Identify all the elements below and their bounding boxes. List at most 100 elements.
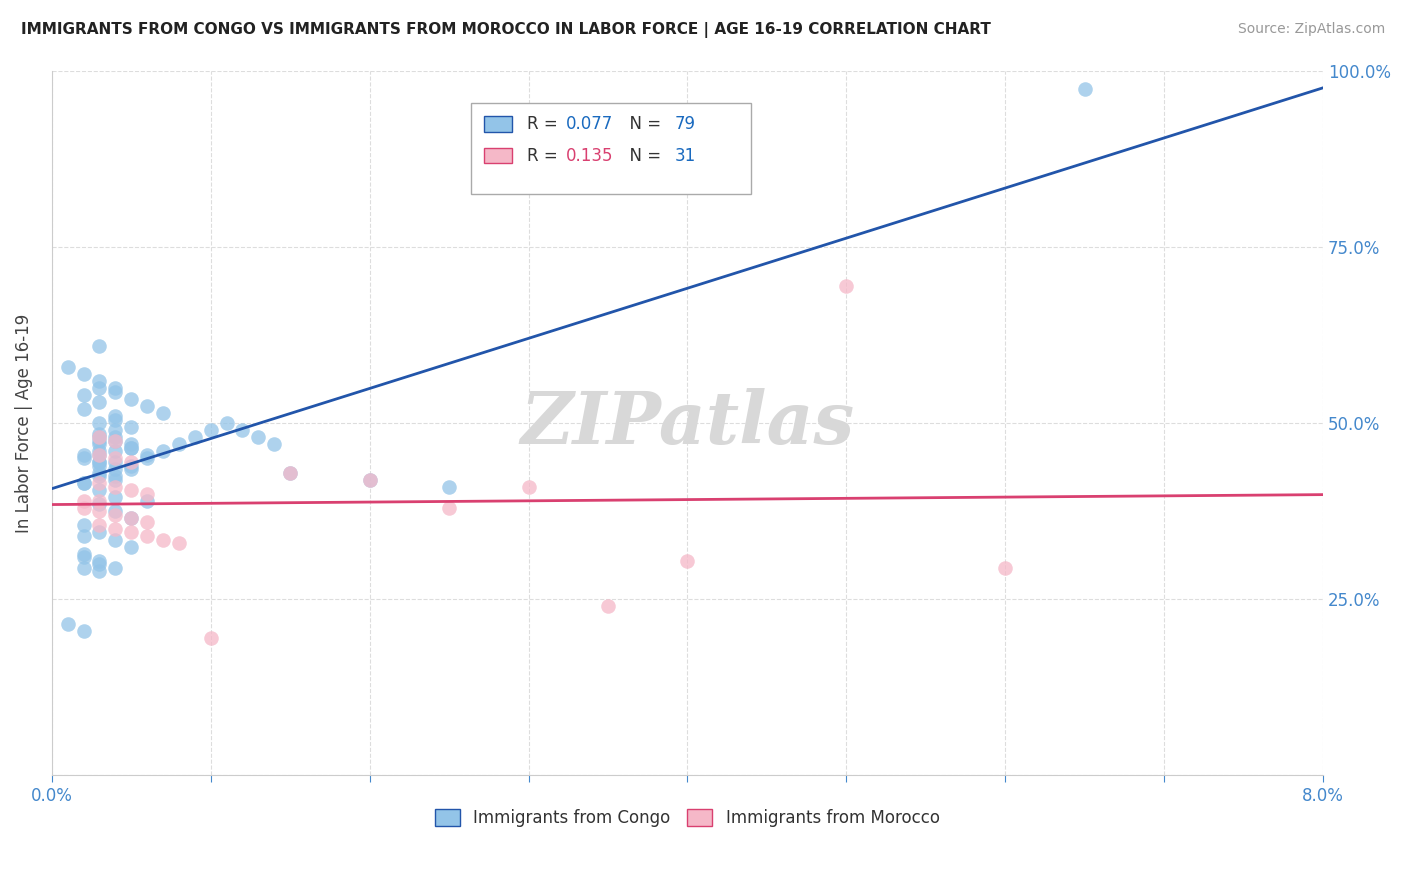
Point [136, 529, 159, 543]
Point [104, 508, 127, 522]
Point [72, 529, 94, 543]
Point [278, 466, 301, 480]
Text: N =: N = [619, 115, 666, 133]
Point [184, 430, 207, 444]
Point [247, 430, 270, 444]
Bar [484, 116, 512, 132]
Point [167, 437, 190, 451]
Point [104, 522, 127, 536]
Point [89, 430, 111, 444]
Point [136, 486, 159, 500]
Point [72, 547, 94, 561]
Point [89, 448, 111, 462]
Point [89, 466, 111, 480]
Point [104, 462, 127, 476]
Point [89, 444, 111, 458]
Point [89, 455, 111, 469]
Point [1074, 81, 1097, 95]
Text: IMMIGRANTS FROM CONGO VS IMMIGRANTS FROM MOROCCO IN LABOR FORCE | AGE 16-19 CORR: IMMIGRANTS FROM CONGO VS IMMIGRANTS FROM… [21, 22, 991, 38]
Point [120, 455, 142, 469]
FancyBboxPatch shape [471, 103, 751, 194]
Text: 79: 79 [675, 115, 696, 133]
Text: Source: ZipAtlas.com: Source: ZipAtlas.com [1237, 22, 1385, 37]
Text: N =: N = [619, 146, 666, 165]
Point [89, 493, 111, 508]
Text: ZIPatlas: ZIPatlas [520, 388, 855, 458]
Point [89, 455, 111, 469]
Point [104, 480, 127, 494]
Text: R =: R = [527, 146, 564, 165]
Point [89, 448, 111, 462]
Point [72, 367, 94, 381]
Point [104, 430, 127, 444]
Point [89, 557, 111, 571]
Point [120, 392, 142, 406]
Point [104, 504, 127, 518]
Point [120, 462, 142, 476]
Point [89, 476, 111, 491]
Point [89, 554, 111, 568]
Point [517, 480, 540, 494]
Bar [484, 148, 512, 163]
Point [89, 434, 111, 448]
Text: R =: R = [527, 115, 564, 133]
Point [120, 511, 142, 525]
Point [72, 560, 94, 574]
Point [136, 451, 159, 466]
Point [200, 423, 222, 437]
Point [120, 441, 142, 455]
Point [120, 458, 142, 473]
Point [89, 417, 111, 431]
Point [104, 384, 127, 399]
Text: 31: 31 [675, 146, 696, 165]
Point [89, 564, 111, 578]
Point [104, 473, 127, 487]
Point [104, 423, 127, 437]
Point [104, 409, 127, 424]
Point [120, 511, 142, 525]
Point [104, 533, 127, 547]
Point [136, 448, 159, 462]
Point [231, 423, 253, 437]
Point [72, 476, 94, 491]
Point [278, 466, 301, 480]
Point [89, 426, 111, 441]
Point [72, 451, 94, 466]
Point [89, 339, 111, 353]
Point [104, 451, 127, 466]
Point [152, 444, 174, 458]
Point [835, 279, 858, 293]
Point [72, 388, 94, 402]
Point [104, 490, 127, 504]
Point [104, 455, 127, 469]
Point [56, 617, 79, 632]
Point [72, 402, 94, 417]
Point [72, 500, 94, 515]
Point [89, 469, 111, 483]
Point [89, 458, 111, 473]
Point [89, 374, 111, 388]
Point [89, 525, 111, 540]
Point [104, 469, 127, 483]
Point [120, 540, 142, 554]
Point [72, 448, 94, 462]
Point [215, 417, 238, 431]
Point [104, 560, 127, 574]
Point [136, 399, 159, 413]
Point [994, 560, 1017, 574]
Legend: Immigrants from Congo, Immigrants from Morocco: Immigrants from Congo, Immigrants from M… [429, 803, 946, 834]
Text: 0.077: 0.077 [565, 115, 613, 133]
Point [437, 500, 460, 515]
Point [152, 406, 174, 420]
Point [104, 413, 127, 427]
Point [200, 631, 222, 645]
Point [676, 554, 699, 568]
Point [72, 493, 94, 508]
Point [89, 395, 111, 409]
Point [120, 441, 142, 455]
Point [167, 536, 190, 550]
Point [72, 550, 94, 565]
Y-axis label: In Labor Force | Age 16-19: In Labor Force | Age 16-19 [15, 314, 32, 533]
Point [596, 599, 619, 614]
Point [89, 437, 111, 451]
